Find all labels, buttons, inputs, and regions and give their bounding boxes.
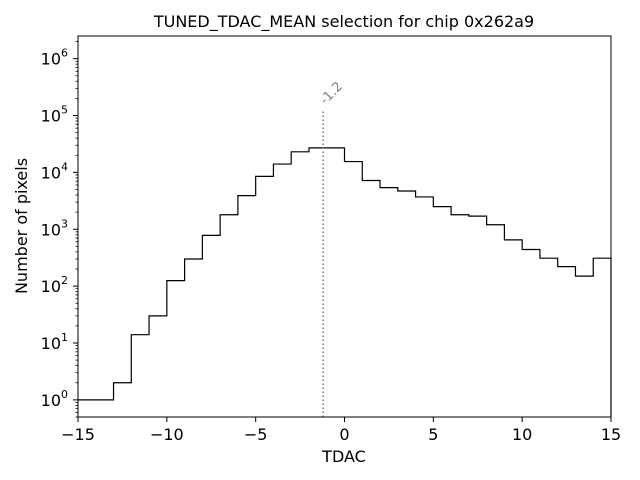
x-tick-label: −5 (244, 425, 268, 444)
x-tick-label: −15 (61, 425, 95, 444)
y-tick-exponent: 2 (61, 274, 68, 287)
y-tick-exponent: 0 (61, 388, 68, 401)
x-tick-label: 0 (339, 425, 349, 444)
y-tick-exponent: 4 (61, 160, 68, 173)
chart-title: TUNED_TDAC_MEAN selection for chip 0x262… (153, 12, 534, 32)
x-tick-label: 5 (428, 425, 438, 444)
x-tick-label: 10 (512, 425, 532, 444)
x-axis: −15 −10 −5 0 5 10 15 (61, 417, 621, 444)
y-tick-exponent: 1 (61, 331, 68, 344)
y-tick-exponent: 5 (61, 104, 68, 117)
histogram-step-line (78, 147, 612, 417)
y-axis-label: Number of pixels (12, 158, 31, 294)
y-tick-exponent: 6 (61, 47, 68, 60)
x-tick-label: −10 (150, 425, 184, 444)
x-axis-label: TDAC (321, 447, 366, 466)
y-tick-exponent: 3 (61, 217, 68, 230)
x-tick-label: 15 (601, 425, 621, 444)
